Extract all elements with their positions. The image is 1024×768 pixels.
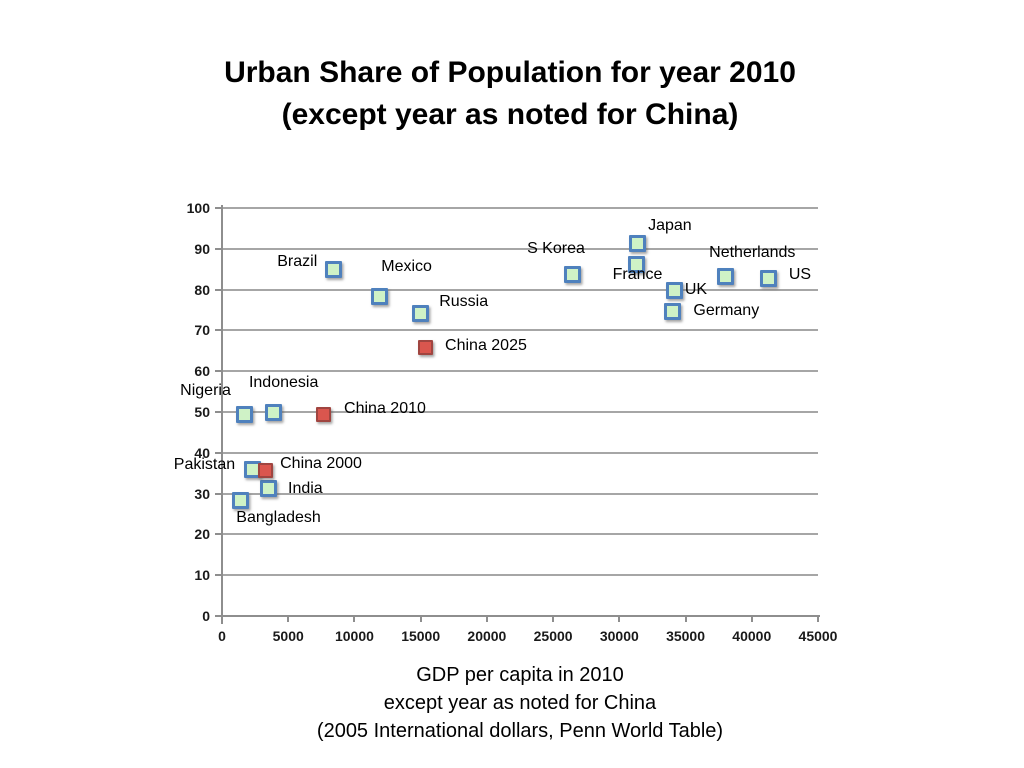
y-tick-label-20: 20: [194, 526, 210, 543]
y-tick-40: [215, 451, 222, 454]
data-point-marker-france: [628, 255, 646, 273]
x-tick-label-10000: 10000: [334, 628, 374, 644]
data-point-label-mexico: Mexico: [381, 257, 432, 275]
y-tick-label-60: 60: [194, 363, 210, 380]
x-tick-label-15000: 15000: [401, 628, 441, 644]
gridline-y-40: [222, 451, 818, 454]
gridline-y-30: [222, 492, 818, 495]
y-tick-label-70: 70: [194, 322, 210, 339]
x-tick-15000: [419, 616, 422, 622]
gridline-y-80: [222, 288, 818, 291]
data-point-label-china-2010: China 2010: [344, 400, 426, 418]
data-point-label-germany: Germany: [693, 302, 760, 320]
gridline-y-90: [222, 247, 818, 250]
x-tick-label-0: 0: [218, 628, 226, 644]
y-tick-100: [215, 207, 222, 209]
data-point-marker-bangladesh: [232, 492, 250, 510]
x-tick-20000: [485, 616, 488, 622]
data-point-label-netherlands: Netherlands: [709, 243, 796, 261]
data-point-label-russia: Russia: [439, 293, 489, 311]
y-tick-label-80: 80: [194, 281, 210, 298]
data-point-marker-japan: [629, 235, 647, 253]
y-axis-line: [221, 205, 223, 624]
data-point-marker-mexico: [371, 288, 389, 306]
chart-title-line1: Urban Share of Population for year 2010: [224, 56, 796, 89]
chart-title-line2: (except year as noted for China): [281, 98, 739, 131]
y-tick-30: [215, 492, 222, 495]
x-axis-caption-line1: GDP per capita in 2010: [416, 664, 624, 686]
data-point-label-nigeria: Nigeria: [180, 381, 231, 399]
data-point-label-china-2025: China 2025: [445, 336, 527, 354]
y-tick-label-10: 10: [194, 567, 210, 584]
y-tick-label-90: 90: [194, 240, 210, 257]
data-point-marker-us: [760, 269, 778, 287]
data-point-marker-china-2010: [316, 406, 332, 422]
y-tick-label-50: 50: [194, 404, 210, 420]
x-axis-caption-line3: (2005 International dollars, Penn World …: [316, 720, 724, 742]
gridline-y-20: [222, 533, 818, 536]
x-tick-label-20000: 20000: [467, 628, 507, 644]
gridline-y-100: [222, 207, 818, 209]
data-point-marker-germany: [663, 302, 681, 320]
data-point-marker-brazil: [324, 260, 342, 278]
x-axis-line: [221, 615, 820, 617]
data-point-marker-s-korea: [564, 265, 582, 283]
data-point-label-pakistan: Pakistan: [173, 455, 236, 473]
data-point-label-brazil: Brazil: [277, 253, 318, 271]
x-tick-0: [221, 616, 223, 622]
x-tick-40000: [750, 616, 753, 622]
y-tick-10: [215, 574, 222, 577]
data-point-label-indonesia: Indonesia: [248, 374, 319, 392]
y-tick-80: [215, 288, 222, 291]
y-tick-label-40: 40: [194, 444, 210, 461]
y-tick-70: [215, 329, 222, 332]
y-tick-90: [215, 247, 222, 250]
data-point-marker-china-2000: [257, 462, 273, 478]
x-tick-25000: [552, 616, 555, 622]
data-point-marker-russia: [412, 304, 430, 322]
x-tick-label-45000: 45000: [798, 628, 838, 644]
gridline-y-70: [222, 329, 818, 332]
x-tick-35000: [684, 616, 687, 622]
data-point-label-us: US: [788, 266, 812, 284]
gridline-y-50: [222, 411, 818, 413]
gridline-y-60: [222, 370, 818, 373]
data-point-label-uk: UK: [684, 281, 708, 298]
y-tick-label-0: 0: [202, 608, 210, 624]
data-point-label-japan: Japan: [648, 216, 692, 234]
gridline-y-10: [222, 574, 818, 577]
data-point-label-india: India: [287, 480, 323, 498]
x-axis-caption-line2: except year as noted for China: [383, 692, 657, 714]
data-point-label-bangladesh: Bangladesh: [236, 508, 321, 526]
y-tick-50: [215, 411, 222, 413]
x-tick-10000: [353, 616, 356, 622]
x-tick-label-5000: 5000: [272, 628, 304, 644]
x-tick-label-25000: 25000: [533, 628, 573, 644]
y-tick-20: [215, 533, 222, 536]
x-tick-label-30000: 30000: [599, 628, 639, 644]
data-point-label-s-korea: S Korea: [527, 240, 585, 258]
x-tick-5000: [287, 616, 290, 622]
data-point-marker-nigeria: [236, 406, 253, 424]
y-tick-label-30: 30: [194, 485, 210, 502]
y-tick-60: [215, 370, 222, 373]
x-tick-label-35000: 35000: [666, 628, 706, 644]
x-axis-caption: GDP per capita in 2010 except year as no…: [222, 661, 818, 745]
data-point-marker-india: [259, 479, 277, 497]
y-tick-0: [215, 615, 222, 617]
x-tick-label-40000: 40000: [732, 628, 772, 644]
data-point-marker-indonesia: [265, 403, 283, 421]
y-tick-label-100: 100: [186, 200, 210, 216]
chart-title: Urban Share of Population for year 2010 …: [0, 52, 1020, 136]
data-point-label-china-2000: China 2000: [280, 455, 362, 473]
x-tick-45000: [817, 616, 819, 622]
data-point-marker-china-2025: [418, 340, 434, 356]
data-point-marker-netherlands: [716, 268, 734, 286]
data-point-marker-uk: [666, 281, 684, 299]
data-point-label-france: France: [612, 266, 663, 284]
x-tick-30000: [618, 616, 621, 622]
